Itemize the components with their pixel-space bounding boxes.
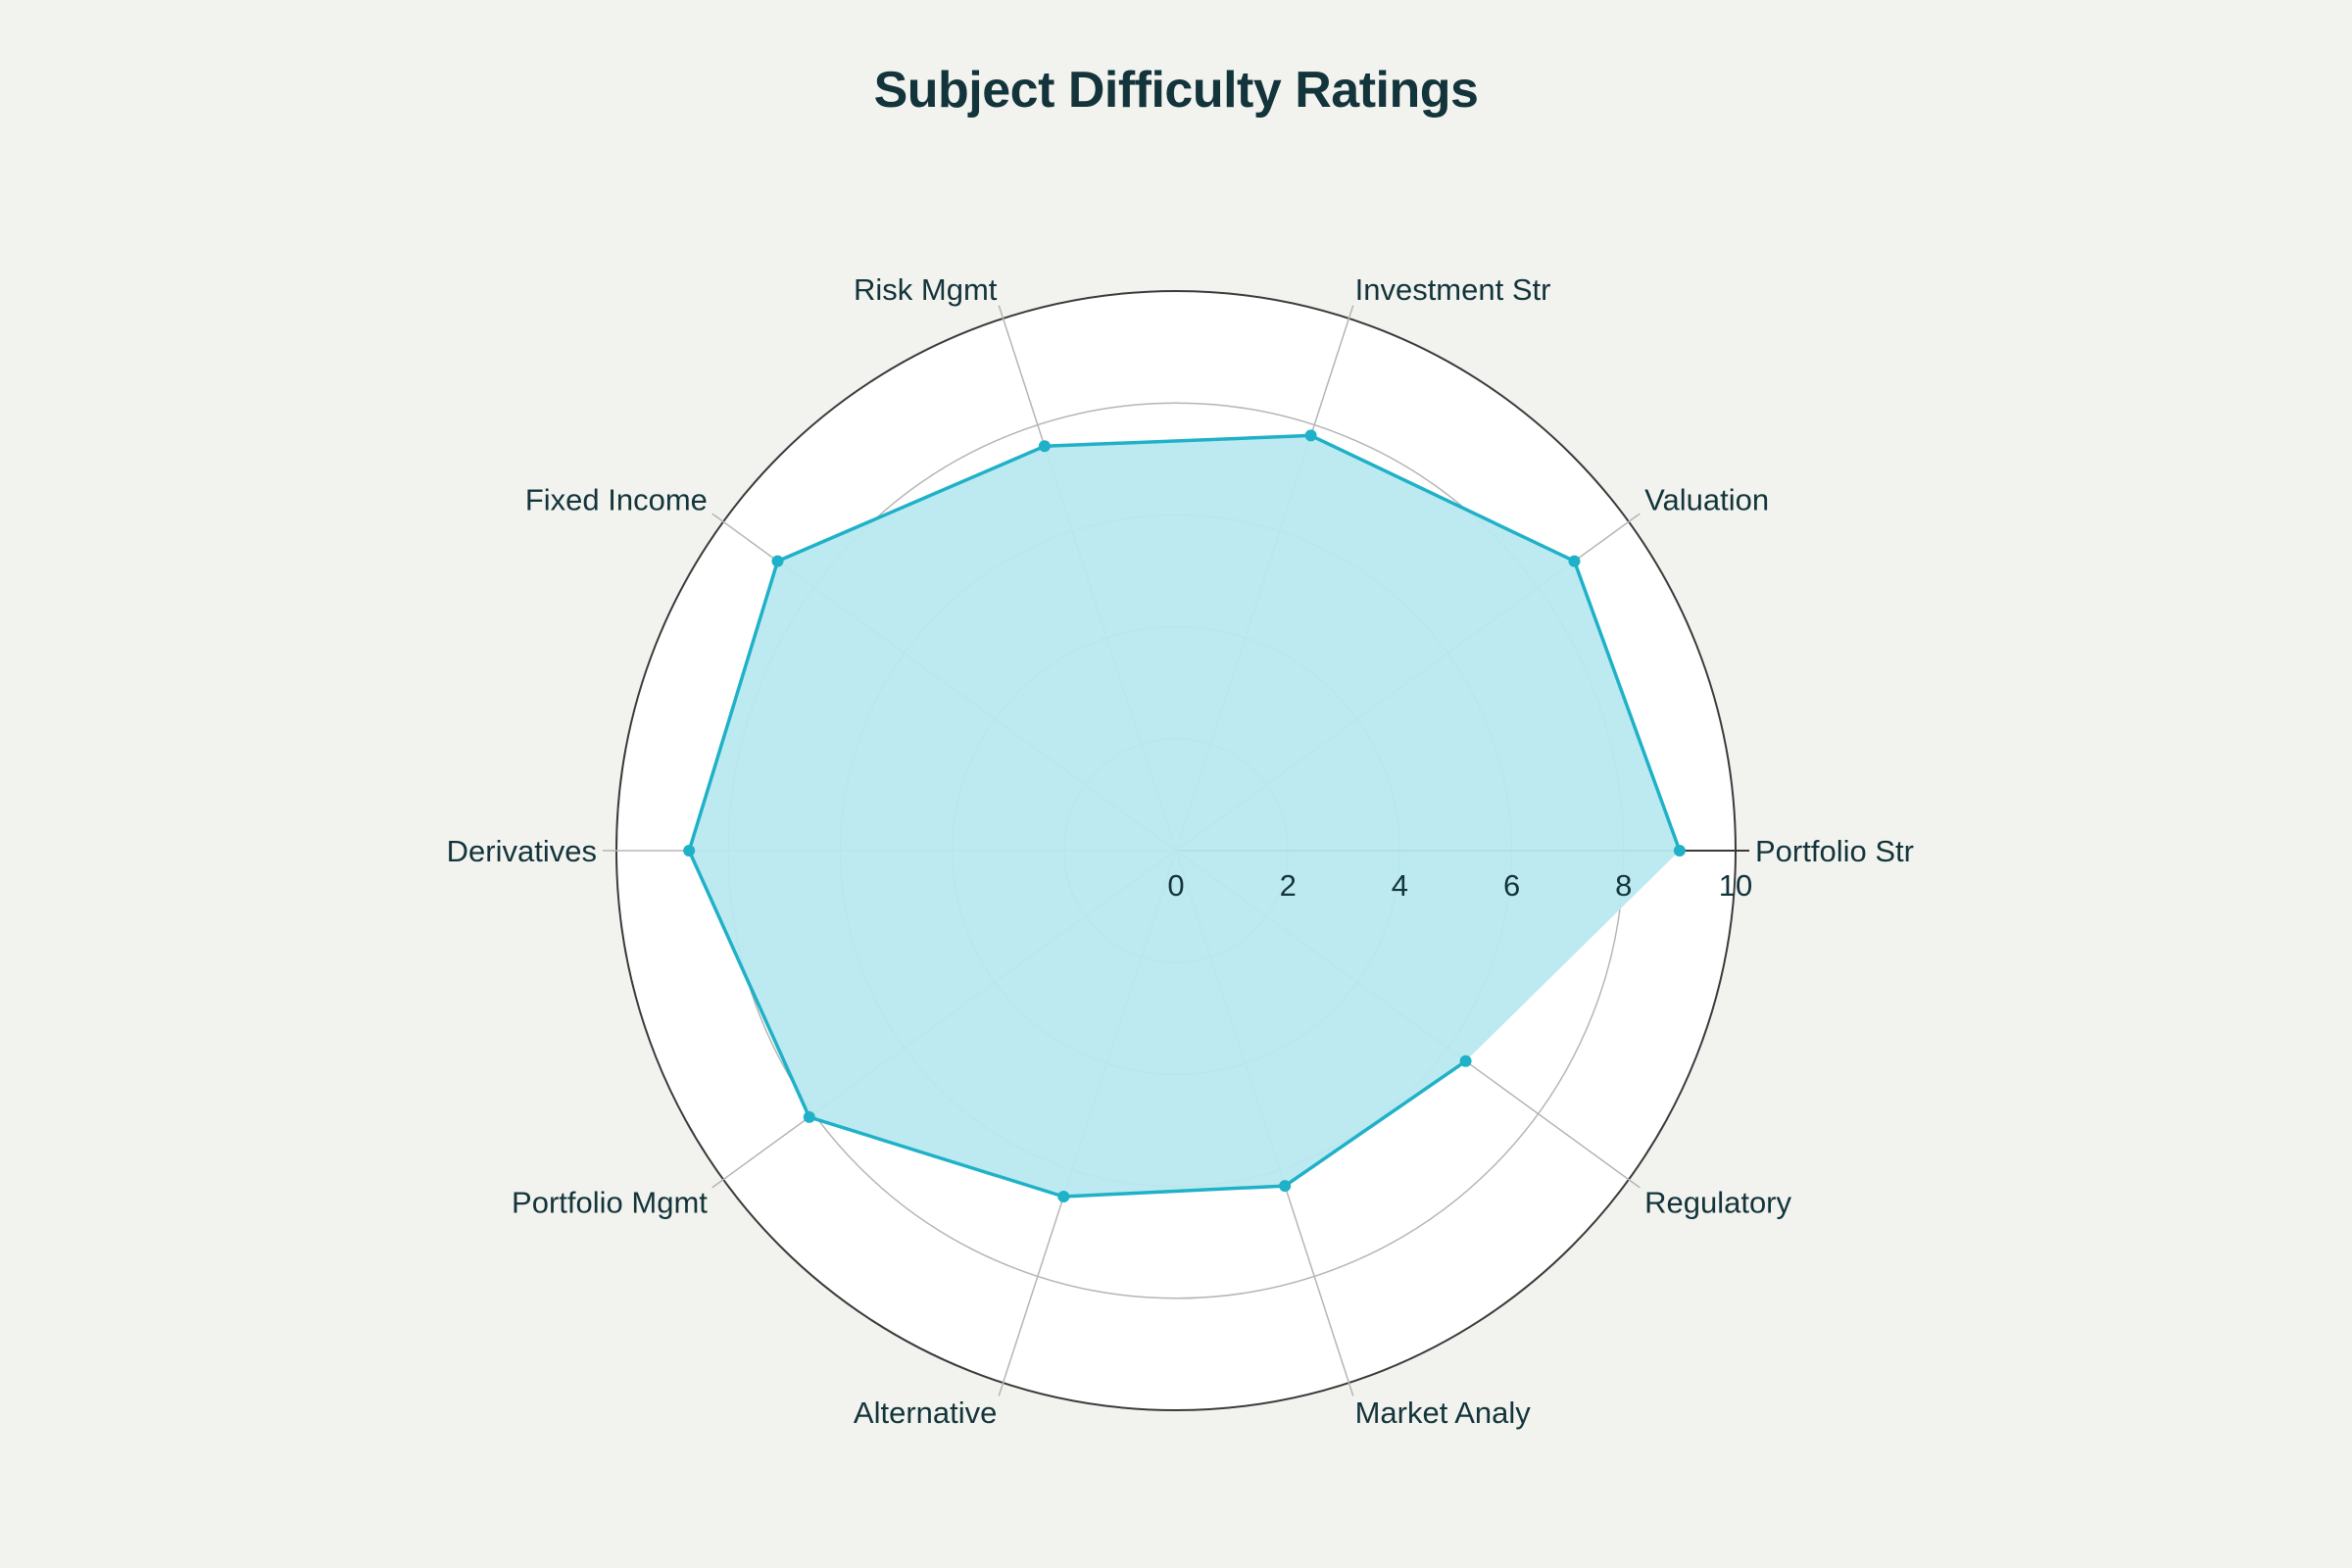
radial-tick-label: 8 [1615,868,1632,903]
category-label: Derivatives [447,834,597,868]
data-point [1279,1180,1292,1193]
category-label: Market Analy [1355,1396,1532,1430]
radial-tick-label: 4 [1392,868,1408,903]
category-label: Valuation [1644,483,1769,517]
data-point [1673,845,1686,857]
series-area [689,435,1680,1197]
category-label: Portfolio Str [1755,834,1914,868]
category-label: Investment Str [1355,272,1551,307]
data-point [1568,555,1581,567]
radial-tick-label: 6 [1503,868,1520,903]
series-layer [683,429,1686,1202]
data-point [771,555,784,567]
data-point [683,845,696,857]
data-point [1057,1191,1070,1202]
category-label: Portfolio Mgmt [512,1185,708,1219]
radial-tick-label: 0 [1167,868,1184,903]
chart-title: Subject Difficulty Ratings [873,62,1479,119]
data-point [1459,1054,1472,1067]
data-point [1304,429,1317,442]
tick-labels: 0 2 4 6 8 10 [1167,868,1752,903]
category-label: Alternative [854,1396,997,1430]
category-labels: Portfolio Str Valuation Investment Str Risk… [447,272,1914,1430]
category-label: Regulatory [1644,1185,1791,1219]
category-label: Fixed Income [525,483,708,517]
radial-tick-label: 10 [1719,868,1752,903]
category-label: Risk Mgmt [854,272,998,307]
data-point [1038,440,1051,453]
data-point [803,1110,815,1123]
series-line [687,433,1682,1199]
radial-tick-label: 2 [1280,868,1297,903]
